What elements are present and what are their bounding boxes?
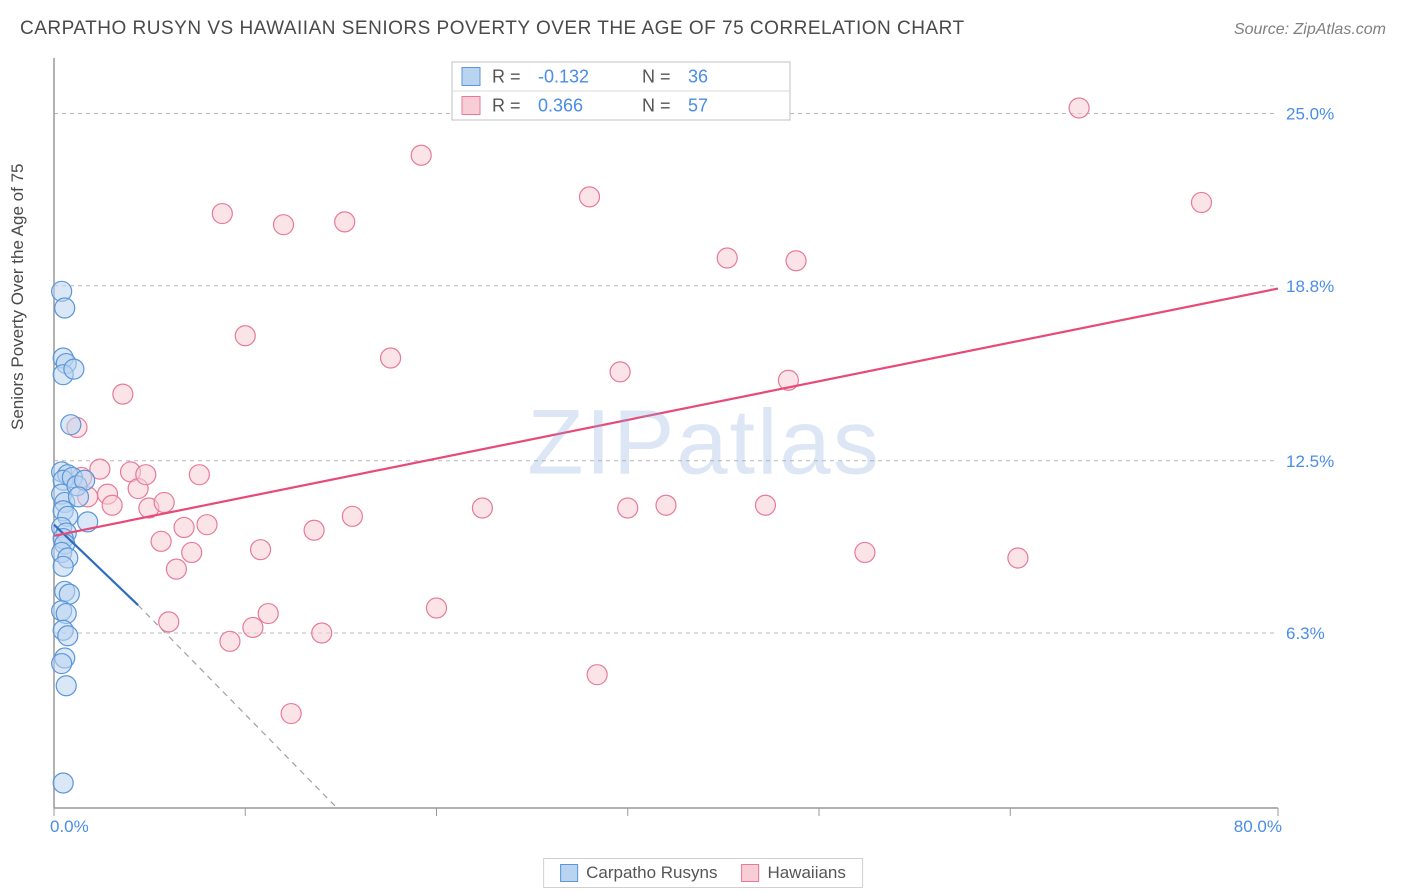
header-row: CARPATHO RUSYN VS HAWAIIAN SENIORS POVER… (20, 18, 1386, 40)
legend-swatch-icon (741, 864, 759, 882)
source-label: Source: ZipAtlas.com (1234, 21, 1386, 39)
svg-text:36: 36 (688, 67, 708, 87)
svg-text:N =: N = (642, 96, 671, 116)
svg-text:0.0%: 0.0% (50, 817, 89, 836)
svg-text:25.0%: 25.0% (1286, 105, 1334, 124)
y-axis-label: Seniors Poverty Over the Age of 75 (8, 164, 28, 430)
legend-item-hawaiian: Hawaiians (741, 863, 845, 883)
svg-text:18.8%: 18.8% (1286, 277, 1334, 296)
svg-text:12.5%: 12.5% (1286, 452, 1334, 471)
chart-container: CARPATHO RUSYN VS HAWAIIAN SENIORS POVER… (0, 0, 1406, 892)
svg-text:57: 57 (688, 96, 708, 116)
scatter-svg: 6.3% 12.5% 18.8% 25.0% 0.0% 80.0% R = -0.132 N … (50, 58, 1358, 838)
legend-label: Carpatho Rusyns (586, 863, 717, 883)
chart-title: CARPATHO RUSYN VS HAWAIIAN SENIORS POVER… (20, 18, 965, 40)
svg-text:R =: R = (492, 96, 521, 116)
svg-text:0.366: 0.366 (538, 96, 583, 116)
legend-swatch-icon (560, 864, 578, 882)
legend-label: Hawaiians (767, 863, 845, 883)
legend-bottom: Carpatho Rusyns Hawaiians (543, 858, 863, 888)
svg-text:-0.132: -0.132 (538, 67, 589, 87)
svg-text:N =: N = (642, 67, 671, 87)
plot-area: ZIPatlas 6.3%12.5%18.8%25.0%0.0%80.0%R =… (50, 58, 1358, 838)
svg-text:80.0%: 80.0% (1234, 817, 1282, 836)
svg-text:6.3%: 6.3% (1286, 624, 1325, 643)
svg-text:R =: R = (492, 67, 521, 87)
legend-item-carpatho: Carpatho Rusyns (560, 863, 717, 883)
